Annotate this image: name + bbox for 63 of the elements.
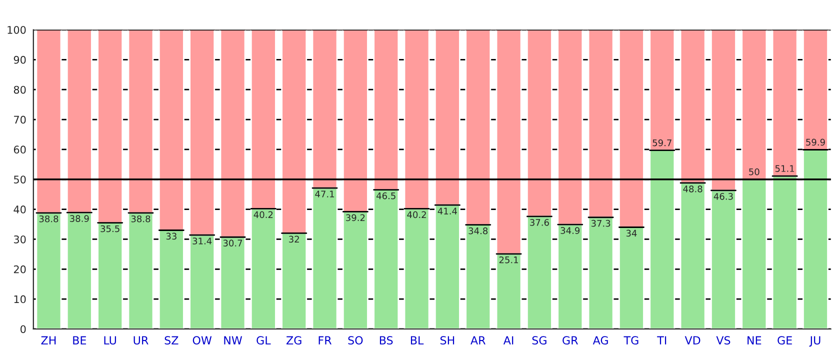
x-tick-label: VD <box>684 336 700 344</box>
x-tick-label: AI <box>503 336 514 344</box>
y-tick-label: 0 <box>20 325 26 334</box>
x-tick-label: AR <box>470 336 486 344</box>
x-tick-label: LU <box>104 336 116 345</box>
y-tick-label: 90 <box>14 56 26 64</box>
data-label: 33 <box>166 232 176 240</box>
x-tick-label: BS <box>380 336 393 345</box>
x-tick-label: OW <box>192 336 212 345</box>
x-tick-label: FR <box>318 336 332 344</box>
y-tick-label: 40 <box>14 206 26 214</box>
x-tick-label: BE <box>73 336 86 344</box>
data-label: 46.3 <box>714 193 733 200</box>
data-label: 39.2 <box>346 214 365 222</box>
x-tick-label: GR <box>562 336 578 345</box>
y-tick-label: 60 <box>14 146 26 154</box>
data-label: 50 <box>749 168 760 176</box>
data-label: 32 <box>289 236 299 243</box>
x-tick-label: SZ <box>164 336 178 345</box>
data-label: 38.9 <box>70 215 89 222</box>
y-tick-label: 70 <box>14 116 26 124</box>
data-label: 59.9 <box>806 138 825 146</box>
x-tick-label: BL <box>410 336 424 344</box>
x-tick-label: VS <box>716 336 730 345</box>
x-tick-label: TG <box>624 336 638 345</box>
x-tick-label: ZH <box>41 336 56 344</box>
x-tick-label: SH <box>440 336 454 345</box>
data-label: 38.8 <box>39 215 58 222</box>
x-tick-label: GE <box>778 336 792 345</box>
x-tick-label: UR <box>134 336 148 345</box>
data-label: 48.8 <box>683 186 702 192</box>
y-tick-label: 20 <box>14 265 26 274</box>
y-tick-label: 30 <box>14 235 26 244</box>
data-label: 40.2 <box>254 211 273 218</box>
data-label: 34.9 <box>560 227 580 234</box>
x-tick-label: GL <box>256 336 271 345</box>
y-tick-label: 100 <box>8 26 26 34</box>
data-label: 38.8 <box>131 215 150 222</box>
data-label: 40.2 <box>407 211 426 218</box>
y-tick-label: 10 <box>14 295 26 304</box>
x-tick-label: AG <box>592 336 608 345</box>
x-tick-label: ZG <box>286 336 302 345</box>
x-tick-label: JU <box>809 336 820 347</box>
x-tick-label: NW <box>224 336 242 344</box>
data-label: 41.4 <box>438 208 457 214</box>
data-label: 37.3 <box>591 220 610 227</box>
data-label: 35.5 <box>100 225 120 232</box>
data-label: 46.5 <box>376 192 396 200</box>
data-label: 30.7 <box>223 240 242 247</box>
data-label: 47.1 <box>315 190 334 198</box>
x-tick-label: SO <box>348 336 363 345</box>
x-tick-label: TI <box>657 336 666 344</box>
y-tick-label: 80 <box>14 86 26 94</box>
data-label: 34 <box>626 230 637 237</box>
y-tick-label: 50 <box>14 176 26 184</box>
data-label: 37.6 <box>530 219 549 226</box>
x-tick-label: NE <box>748 336 762 344</box>
data-label: 31.4 <box>192 238 212 244</box>
data-label: 34.8 <box>468 227 488 234</box>
data-label: 25.1 <box>499 256 518 264</box>
x-tick-label: SG <box>532 336 546 345</box>
data-label: 59.7 <box>652 139 672 146</box>
data-label: 51.1 <box>775 165 794 172</box>
